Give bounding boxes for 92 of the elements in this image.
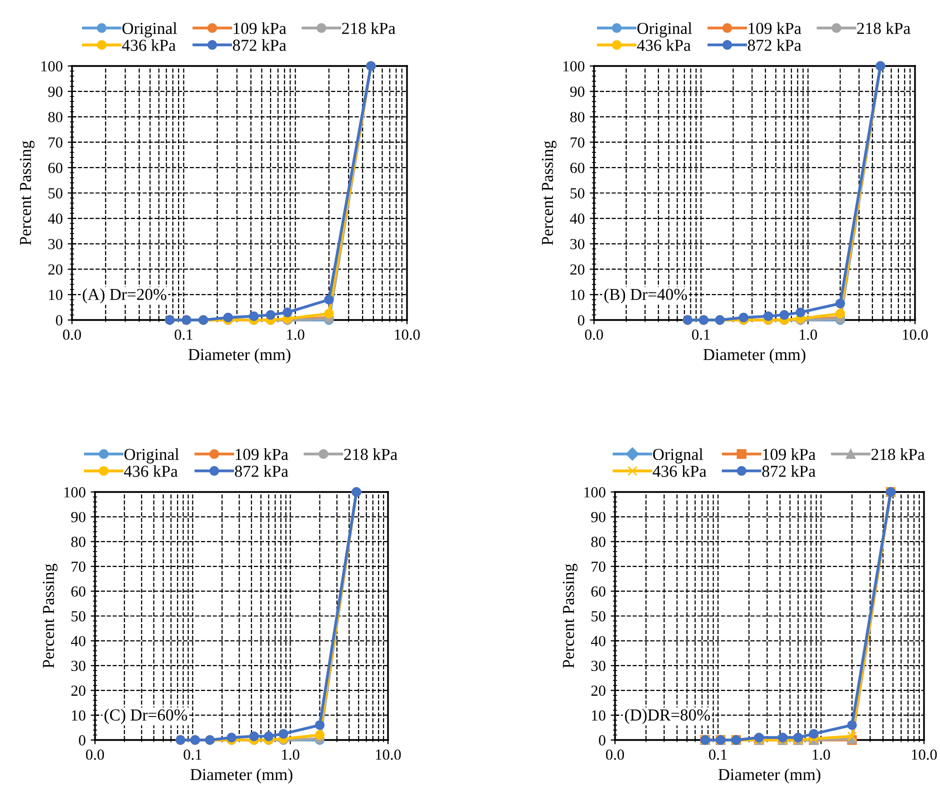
y-tick-label: 80 xyxy=(71,536,86,548)
y-tick-label: 70 xyxy=(72,562,86,572)
legend-label: 109 kPa xyxy=(234,22,286,34)
legend-label: 218 kPa xyxy=(344,448,398,460)
legend-label: 436 kPa xyxy=(124,465,178,477)
legend-label: 436 kPa xyxy=(122,39,176,51)
x-tick-label: 1.0 xyxy=(287,329,304,340)
y-tick-label: 20 xyxy=(48,264,62,275)
y-tick-label: 50 xyxy=(592,611,606,622)
y-axis-title: Percent Passing xyxy=(42,564,58,668)
legend-label: 872 kPa xyxy=(234,465,288,477)
y-tick-label: 20 xyxy=(71,686,86,696)
y-tick-label: 30 xyxy=(71,660,86,672)
y-tick-label: 50 xyxy=(570,188,584,198)
y-tick-label: 10 xyxy=(49,290,62,300)
y-tick-label: 90 xyxy=(48,86,62,97)
y-tick-label: 10 xyxy=(72,710,86,721)
y-tick-label: 90 xyxy=(71,512,86,522)
y-tick-label: 40 xyxy=(590,636,606,646)
legend-label: 872 kPa xyxy=(232,39,286,51)
y-tick-label: 50 xyxy=(48,188,62,198)
y-tick-label: 100 xyxy=(563,61,584,72)
y-tick-label: 30 xyxy=(591,660,606,672)
legend-label: 218 kPa xyxy=(342,22,396,34)
y-tick-label: 40 xyxy=(70,636,86,646)
y-tick-label: 100 xyxy=(64,487,86,498)
x-tick-label: 10.0 xyxy=(376,749,401,760)
annotation: (D)DR=80% xyxy=(625,708,710,724)
y-tick-label: 0 xyxy=(598,735,606,746)
y-tick-label: 70 xyxy=(48,137,62,148)
legend-label: 218 kPa xyxy=(857,22,910,34)
y-tick-label: 70 xyxy=(570,137,584,148)
x-axis-title: Diameter (mm) xyxy=(703,348,806,364)
annotation: (A) Dr=20% xyxy=(82,288,166,304)
y-tick-label: 50 xyxy=(72,611,86,622)
y-tick-label: 100 xyxy=(584,487,606,498)
y-tick-label: 80 xyxy=(570,112,584,122)
x-tick-label: 0.1 xyxy=(692,329,710,340)
legend-label: 109 kPa xyxy=(748,22,802,34)
y-tick-label: 90 xyxy=(591,512,606,522)
x-tick-label: 0.0 xyxy=(63,329,81,340)
legend-label: 436 kPa xyxy=(637,39,691,51)
annotation: (C) Dr=60% xyxy=(104,708,188,724)
x-axis-title: Diameter (mm) xyxy=(190,768,292,784)
legend-label: 872 kPa xyxy=(748,39,802,51)
y-tick-label: 80 xyxy=(591,536,606,548)
y-tick-label: 100 xyxy=(41,61,62,72)
x-tick-label: 10.0 xyxy=(912,749,937,760)
x-tick-label: 1.0 xyxy=(282,749,300,760)
y-tick-label: 60 xyxy=(48,162,62,174)
y-tick-label: 0 xyxy=(56,315,62,326)
y-tick-label: 40 xyxy=(48,214,62,224)
x-tick-label: 10.0 xyxy=(902,329,928,340)
y-tick-label: 30 xyxy=(570,238,584,250)
y-tick-label: 90 xyxy=(570,86,584,97)
y-tick-label: 70 xyxy=(592,562,606,572)
y-tick-label: 60 xyxy=(591,586,606,597)
y-tick-label: 10 xyxy=(592,710,606,721)
legend-label: Orignal xyxy=(653,448,703,464)
x-tick-label: 0.0 xyxy=(606,749,624,760)
y-tick-label: 80 xyxy=(48,112,62,122)
x-tick-label: 0.1 xyxy=(174,329,192,340)
annotation: (B) Dr=40% xyxy=(604,288,687,304)
y-tick-label: 20 xyxy=(570,264,584,275)
legend-label: Original xyxy=(122,22,177,38)
legend-label: Original xyxy=(637,22,692,38)
y-tick-label: 20 xyxy=(591,686,606,696)
y-tick-label: 60 xyxy=(71,586,86,597)
y-tick-label: 60 xyxy=(570,162,584,174)
legend-label: 436 kPa xyxy=(652,465,706,477)
x-axis-title: Diameter (mm) xyxy=(188,348,290,364)
legend-label: 109 kPa xyxy=(236,448,288,460)
x-tick-label: 0.0 xyxy=(86,749,104,760)
legend-label: 218 kPa xyxy=(871,448,925,460)
x-tick-label: 0.1 xyxy=(709,749,727,760)
y-axis-title: Percent Passing xyxy=(542,140,556,246)
x-axis-title: Diameter (mm) xyxy=(718,768,820,784)
legend-label: 872 kPa xyxy=(762,465,816,477)
legend-label: Original xyxy=(124,448,179,464)
x-tick-label: 1.0 xyxy=(812,749,830,760)
x-tick-label: 10.0 xyxy=(394,329,420,340)
x-tick-label: 0.0 xyxy=(585,329,603,340)
y-tick-label: 0 xyxy=(578,315,584,326)
x-tick-label: 0.1 xyxy=(184,749,202,760)
y-tick-label: 30 xyxy=(48,238,62,250)
x-tick-label: 1.0 xyxy=(800,329,817,340)
legend-label: 109 kPa xyxy=(763,448,816,460)
y-axis-title: Percent Passing xyxy=(562,564,578,668)
y-axis-title: Percent Passing xyxy=(20,140,34,246)
y-tick-label: 0 xyxy=(78,735,86,746)
y-tick-label: 10 xyxy=(571,290,584,300)
y-tick-label: 40 xyxy=(570,214,584,224)
